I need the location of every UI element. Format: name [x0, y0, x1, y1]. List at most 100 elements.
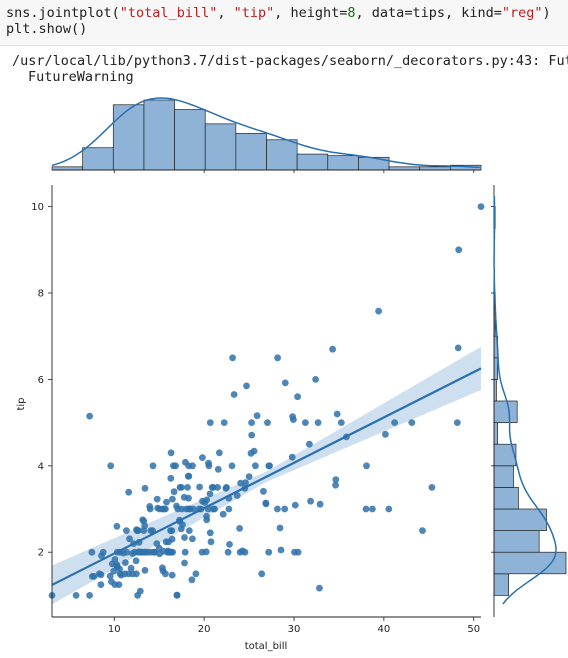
scatter-point	[189, 462, 196, 470]
scatter-point	[236, 525, 244, 532]
scatter-point	[312, 376, 319, 383]
scatter-point	[225, 505, 233, 513]
scatter-point	[181, 559, 188, 567]
code-string: "total_bill"	[119, 5, 218, 21]
regression-line	[51, 367, 482, 586]
scatter-point	[248, 419, 256, 426]
scatter-point	[216, 449, 223, 457]
scatter-point	[134, 527, 142, 534]
scatter-point	[248, 431, 256, 439]
histogram-bar	[143, 99, 175, 171]
scatter-point	[260, 487, 267, 495]
scatter-point	[178, 484, 185, 491]
scatter-point	[252, 462, 259, 470]
scatter-point	[316, 500, 324, 508]
scatter-point	[250, 447, 258, 455]
scatter-point	[219, 510, 227, 518]
histogram-bar	[235, 133, 267, 171]
scatter-point	[291, 501, 299, 509]
y-tick-label: 6	[38, 375, 44, 386]
scatter-point	[189, 535, 196, 543]
scatter-point	[337, 419, 345, 426]
warning-line-1: /usr/local/lib/python3.7/dist-packages/s…	[12, 53, 568, 69]
scatter-point	[332, 481, 339, 489]
scatter-point	[196, 483, 204, 491]
scatter-point	[72, 592, 80, 599]
scatter-point	[264, 419, 271, 426]
scatter-point	[294, 393, 301, 401]
scatter-point	[123, 527, 130, 534]
histogram-bar	[174, 109, 206, 171]
scatter-point	[369, 505, 376, 513]
scatter-point	[153, 495, 161, 503]
histogram-bar	[327, 155, 359, 171]
scatter-point	[179, 521, 186, 528]
histogram-bar	[493, 487, 519, 510]
x-axis-label: total_bill	[245, 641, 288, 652]
scatter-point	[90, 573, 98, 580]
scatter-point	[205, 462, 213, 470]
scatter-point	[382, 430, 389, 438]
scatter-point	[106, 572, 114, 580]
scatter-point	[97, 571, 105, 579]
axes: 10 20 30 40 50 2 4 6 8 10	[31, 185, 481, 635]
scatter-point	[207, 538, 215, 546]
scatter-point	[86, 592, 93, 599]
histogram-bar	[82, 147, 114, 171]
marginal-y-histogram	[491, 185, 567, 617]
histogram-bar	[493, 357, 499, 380]
scatter-point	[206, 529, 214, 537]
scatter-point	[188, 576, 196, 584]
histogram-bar	[204, 123, 237, 171]
scatter-point	[454, 344, 462, 352]
scatter-point	[162, 570, 169, 578]
x-tick-label: 50	[467, 624, 480, 635]
scatter-point	[332, 476, 340, 483]
scatter-point	[107, 462, 115, 470]
scatter-point	[223, 484, 230, 491]
scatter-point	[127, 564, 135, 572]
scatter-point	[172, 462, 180, 470]
scatter-point	[97, 581, 105, 588]
y-axis-label: tip	[16, 397, 27, 410]
scatter-point	[115, 581, 123, 588]
marginal-y-kde	[493, 196, 557, 605]
code-string: "reg"	[501, 5, 543, 21]
scatter-point	[307, 497, 314, 505]
scatter-point	[455, 246, 463, 254]
scatter-point	[477, 203, 485, 211]
scatter-point	[136, 587, 144, 595]
scatter-point	[199, 454, 206, 461]
scatter-point	[220, 419, 228, 426]
scatter-point	[274, 505, 281, 513]
scatter-point	[111, 556, 119, 563]
scatter-point	[453, 419, 461, 426]
scatter-point	[149, 462, 157, 470]
scatter-point	[276, 524, 284, 532]
scatter-point	[253, 412, 261, 420]
x-tick-label: 40	[377, 624, 390, 635]
scatter-point	[306, 440, 313, 448]
y-tick-label: 10	[31, 202, 44, 213]
scatter-point	[185, 527, 193, 534]
scatter-point	[123, 548, 131, 556]
scatter-point	[181, 534, 188, 541]
histogram-bar	[419, 166, 451, 171]
scatter-point	[302, 419, 309, 426]
scatter-point	[141, 566, 149, 574]
scatter-point	[363, 462, 370, 470]
scatter-point	[362, 505, 370, 513]
scatter-point	[189, 505, 197, 513]
scatter-point	[113, 522, 121, 530]
histogram-bar	[51, 166, 83, 171]
scatter-point	[229, 354, 237, 362]
warning-output: /usr/local/lib/python3.7/dist-packages/s…	[12, 53, 568, 85]
histogram-bar	[493, 530, 540, 553]
scatter-point	[375, 307, 382, 315]
code-cell[interactable]: sns.jointplot("total_bill", "tip", heigh…	[0, 0, 568, 46]
scatter-point	[122, 559, 129, 566]
x-tick-label: 20	[198, 624, 211, 635]
scatter-point	[329, 345, 336, 353]
scatter-point	[173, 592, 181, 599]
scatter-point	[274, 354, 281, 362]
